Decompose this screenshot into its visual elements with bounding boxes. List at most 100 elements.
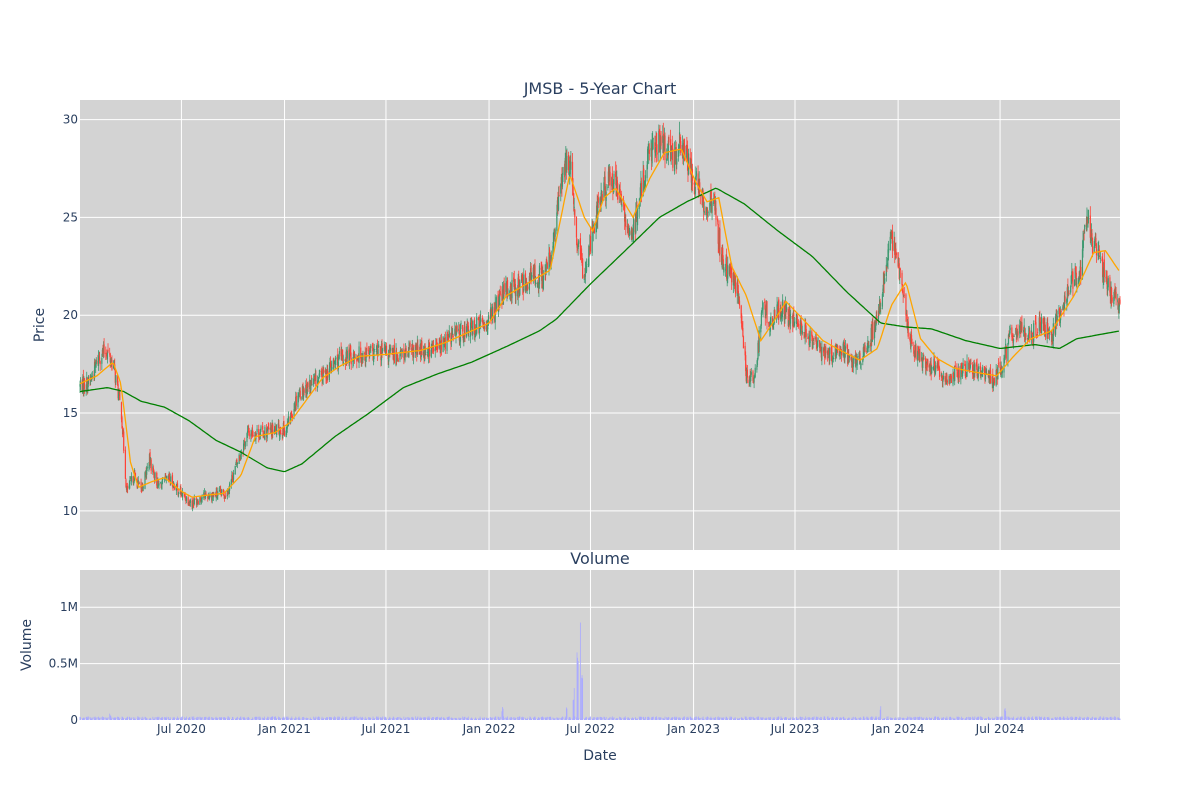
price-plot-area[interactable]	[80, 100, 1120, 550]
candle-body	[530, 266, 532, 282]
candle-body	[813, 337, 815, 340]
candle-body	[880, 307, 882, 310]
volume-bar	[350, 717, 352, 720]
volume-bar	[1086, 718, 1088, 720]
candle-body	[342, 353, 344, 362]
candle-body	[1099, 255, 1101, 257]
candle-body	[493, 307, 495, 319]
volume-bar	[225, 718, 227, 720]
volume-bar	[209, 716, 210, 720]
candle-body	[946, 374, 948, 380]
candle-body	[1117, 301, 1119, 310]
candle-body	[901, 272, 903, 286]
candle-body	[919, 351, 921, 361]
candle-body	[938, 365, 940, 368]
date-axis-title: Date	[583, 748, 616, 764]
candle-body	[522, 289, 524, 294]
volume-bar	[1036, 716, 1038, 720]
volume-bar	[731, 717, 733, 720]
volume-bar	[856, 718, 858, 720]
volume-plot-area[interactable]	[80, 570, 1120, 720]
candle-body	[812, 341, 814, 349]
volume-bar	[133, 718, 135, 720]
volume-bar	[479, 716, 481, 720]
volume-bar	[545, 717, 547, 720]
volume-bar	[387, 718, 389, 720]
volume-bar	[526, 719, 527, 720]
volume-bar	[395, 717, 397, 720]
volume-bar	[647, 716, 649, 720]
volume-bar	[368, 717, 369, 720]
candle-body	[631, 233, 633, 237]
volume-bar	[396, 717, 398, 720]
volume-bar	[670, 719, 672, 720]
candle-body	[1001, 370, 1003, 374]
volume-bar	[990, 718, 991, 720]
volume-bar	[318, 716, 320, 720]
volume-bar	[492, 717, 493, 720]
candle-body	[872, 322, 874, 340]
candle-body	[178, 493, 180, 494]
candle-body	[1017, 331, 1019, 336]
candle-body	[121, 428, 124, 435]
volume-bar	[430, 717, 432, 720]
volume-bar	[158, 716, 160, 720]
candle-body	[671, 145, 673, 150]
candle-body	[150, 459, 152, 471]
candle-body	[230, 479, 232, 485]
volume-bar	[552, 717, 554, 720]
candle-body	[242, 451, 244, 453]
volume-bar	[713, 717, 715, 720]
candle-body	[721, 250, 723, 268]
candle-body	[812, 339, 815, 341]
volume-bar	[274, 716, 275, 720]
candle-body	[1088, 218, 1090, 219]
candle-body	[582, 258, 584, 279]
volume-bar	[472, 718, 474, 720]
volume-bar	[250, 719, 252, 720]
volume-bar	[122, 717, 124, 720]
candle-body	[85, 388, 87, 391]
candle-body	[992, 374, 994, 386]
volume-bar	[518, 718, 520, 720]
candle-body	[417, 345, 419, 351]
volume-bar	[216, 718, 218, 720]
volume-bar	[407, 718, 409, 720]
volume-bar	[577, 661, 579, 720]
volume-bar	[423, 718, 425, 720]
volume-bar	[777, 716, 779, 720]
candle-body	[742, 327, 744, 337]
volume-bar	[750, 718, 752, 720]
candle-body	[583, 275, 585, 280]
volume-bar	[682, 717, 684, 720]
volume-bar	[627, 717, 629, 720]
volume-bar	[911, 717, 912, 720]
volume-bar	[646, 718, 648, 720]
volume-bar	[103, 717, 104, 720]
volume-bar	[799, 716, 801, 720]
volume-bar	[805, 716, 807, 720]
volume-bar	[94, 718, 95, 720]
candle-body	[456, 325, 458, 332]
candle-body	[518, 276, 520, 288]
volume-bar	[933, 718, 935, 720]
candle-body	[1021, 322, 1023, 331]
candle-body	[1114, 291, 1117, 293]
volume-bar	[467, 716, 469, 720]
volume-bar	[639, 717, 641, 720]
candle-body	[340, 348, 342, 357]
volume-bar	[393, 718, 395, 720]
candle-body	[886, 267, 888, 268]
volume-bar	[769, 717, 771, 720]
volume-bar	[447, 717, 448, 720]
volume-bar	[852, 716, 854, 720]
volume-bar	[433, 717, 434, 720]
candle-body	[350, 345, 352, 357]
volume-bar	[374, 718, 376, 720]
candle-body	[548, 249, 551, 264]
candle-body	[630, 231, 632, 235]
volume-bar	[734, 718, 735, 720]
volume-bar	[499, 716, 501, 720]
volume-bar	[372, 718, 373, 720]
volume-bar	[333, 717, 335, 720]
